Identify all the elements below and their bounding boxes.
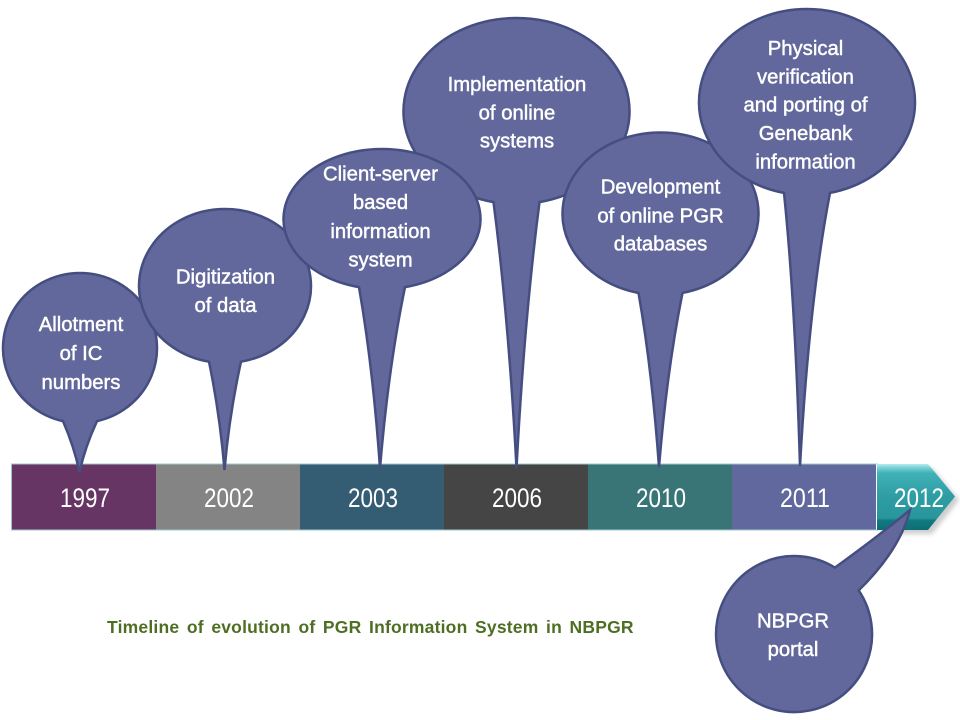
svg-text:of IC: of IC [60, 343, 103, 365]
svg-text:system: system [348, 250, 412, 272]
svg-text:Digitization: Digitization [176, 267, 275, 289]
svg-text:2006: 2006 [492, 483, 542, 513]
svg-text:information: information [330, 221, 430, 243]
svg-text:databases: databases [614, 234, 708, 256]
svg-text:of online PGR: of online PGR [597, 206, 723, 228]
svg-text:1997: 1997 [60, 483, 110, 513]
svg-text:NBPGR: NBPGR [757, 611, 829, 633]
svg-text:information: information [755, 151, 855, 173]
svg-text:systems: systems [480, 131, 554, 153]
svg-text:Genebank: Genebank [759, 123, 853, 145]
svg-text:2012: 2012 [894, 483, 944, 513]
svg-text:numbers: numbers [42, 372, 121, 394]
svg-text:Allotment: Allotment [39, 314, 124, 336]
svg-text:2003: 2003 [348, 483, 398, 513]
svg-text:2011: 2011 [780, 483, 830, 513]
svg-text:verification: verification [757, 66, 854, 88]
svg-text:portal: portal [768, 639, 819, 661]
svg-text:and porting of: and porting of [743, 95, 867, 117]
svg-text:2010: 2010 [636, 483, 686, 513]
svg-text:of online: of online [479, 103, 556, 125]
svg-text:Physical: Physical [768, 38, 844, 60]
svg-text:Client-server: Client-server [323, 164, 438, 186]
svg-text:Implementation: Implementation [448, 74, 587, 96]
svg-text:Development: Development [601, 177, 721, 199]
svg-text:2002: 2002 [204, 483, 254, 513]
svg-text:of data: of data [194, 295, 257, 317]
svg-text:based: based [353, 192, 408, 214]
svg-text:Timeline of evolution of PGR I: Timeline of evolution of PGR Information… [107, 617, 634, 637]
